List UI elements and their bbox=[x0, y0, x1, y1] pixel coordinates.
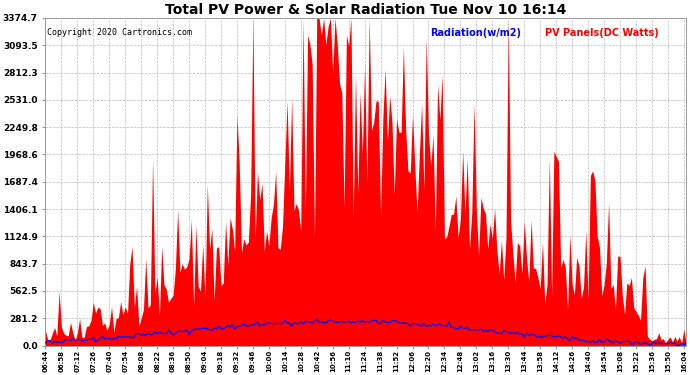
Text: Radiation(w/m2): Radiation(w/m2) bbox=[430, 28, 521, 38]
Text: Copyright 2020 Cartronics.com: Copyright 2020 Cartronics.com bbox=[47, 28, 192, 37]
Title: Total PV Power & Solar Radiation Tue Nov 10 16:14: Total PV Power & Solar Radiation Tue Nov… bbox=[165, 3, 566, 17]
Text: PV Panels(DC Watts): PV Panels(DC Watts) bbox=[545, 28, 659, 38]
